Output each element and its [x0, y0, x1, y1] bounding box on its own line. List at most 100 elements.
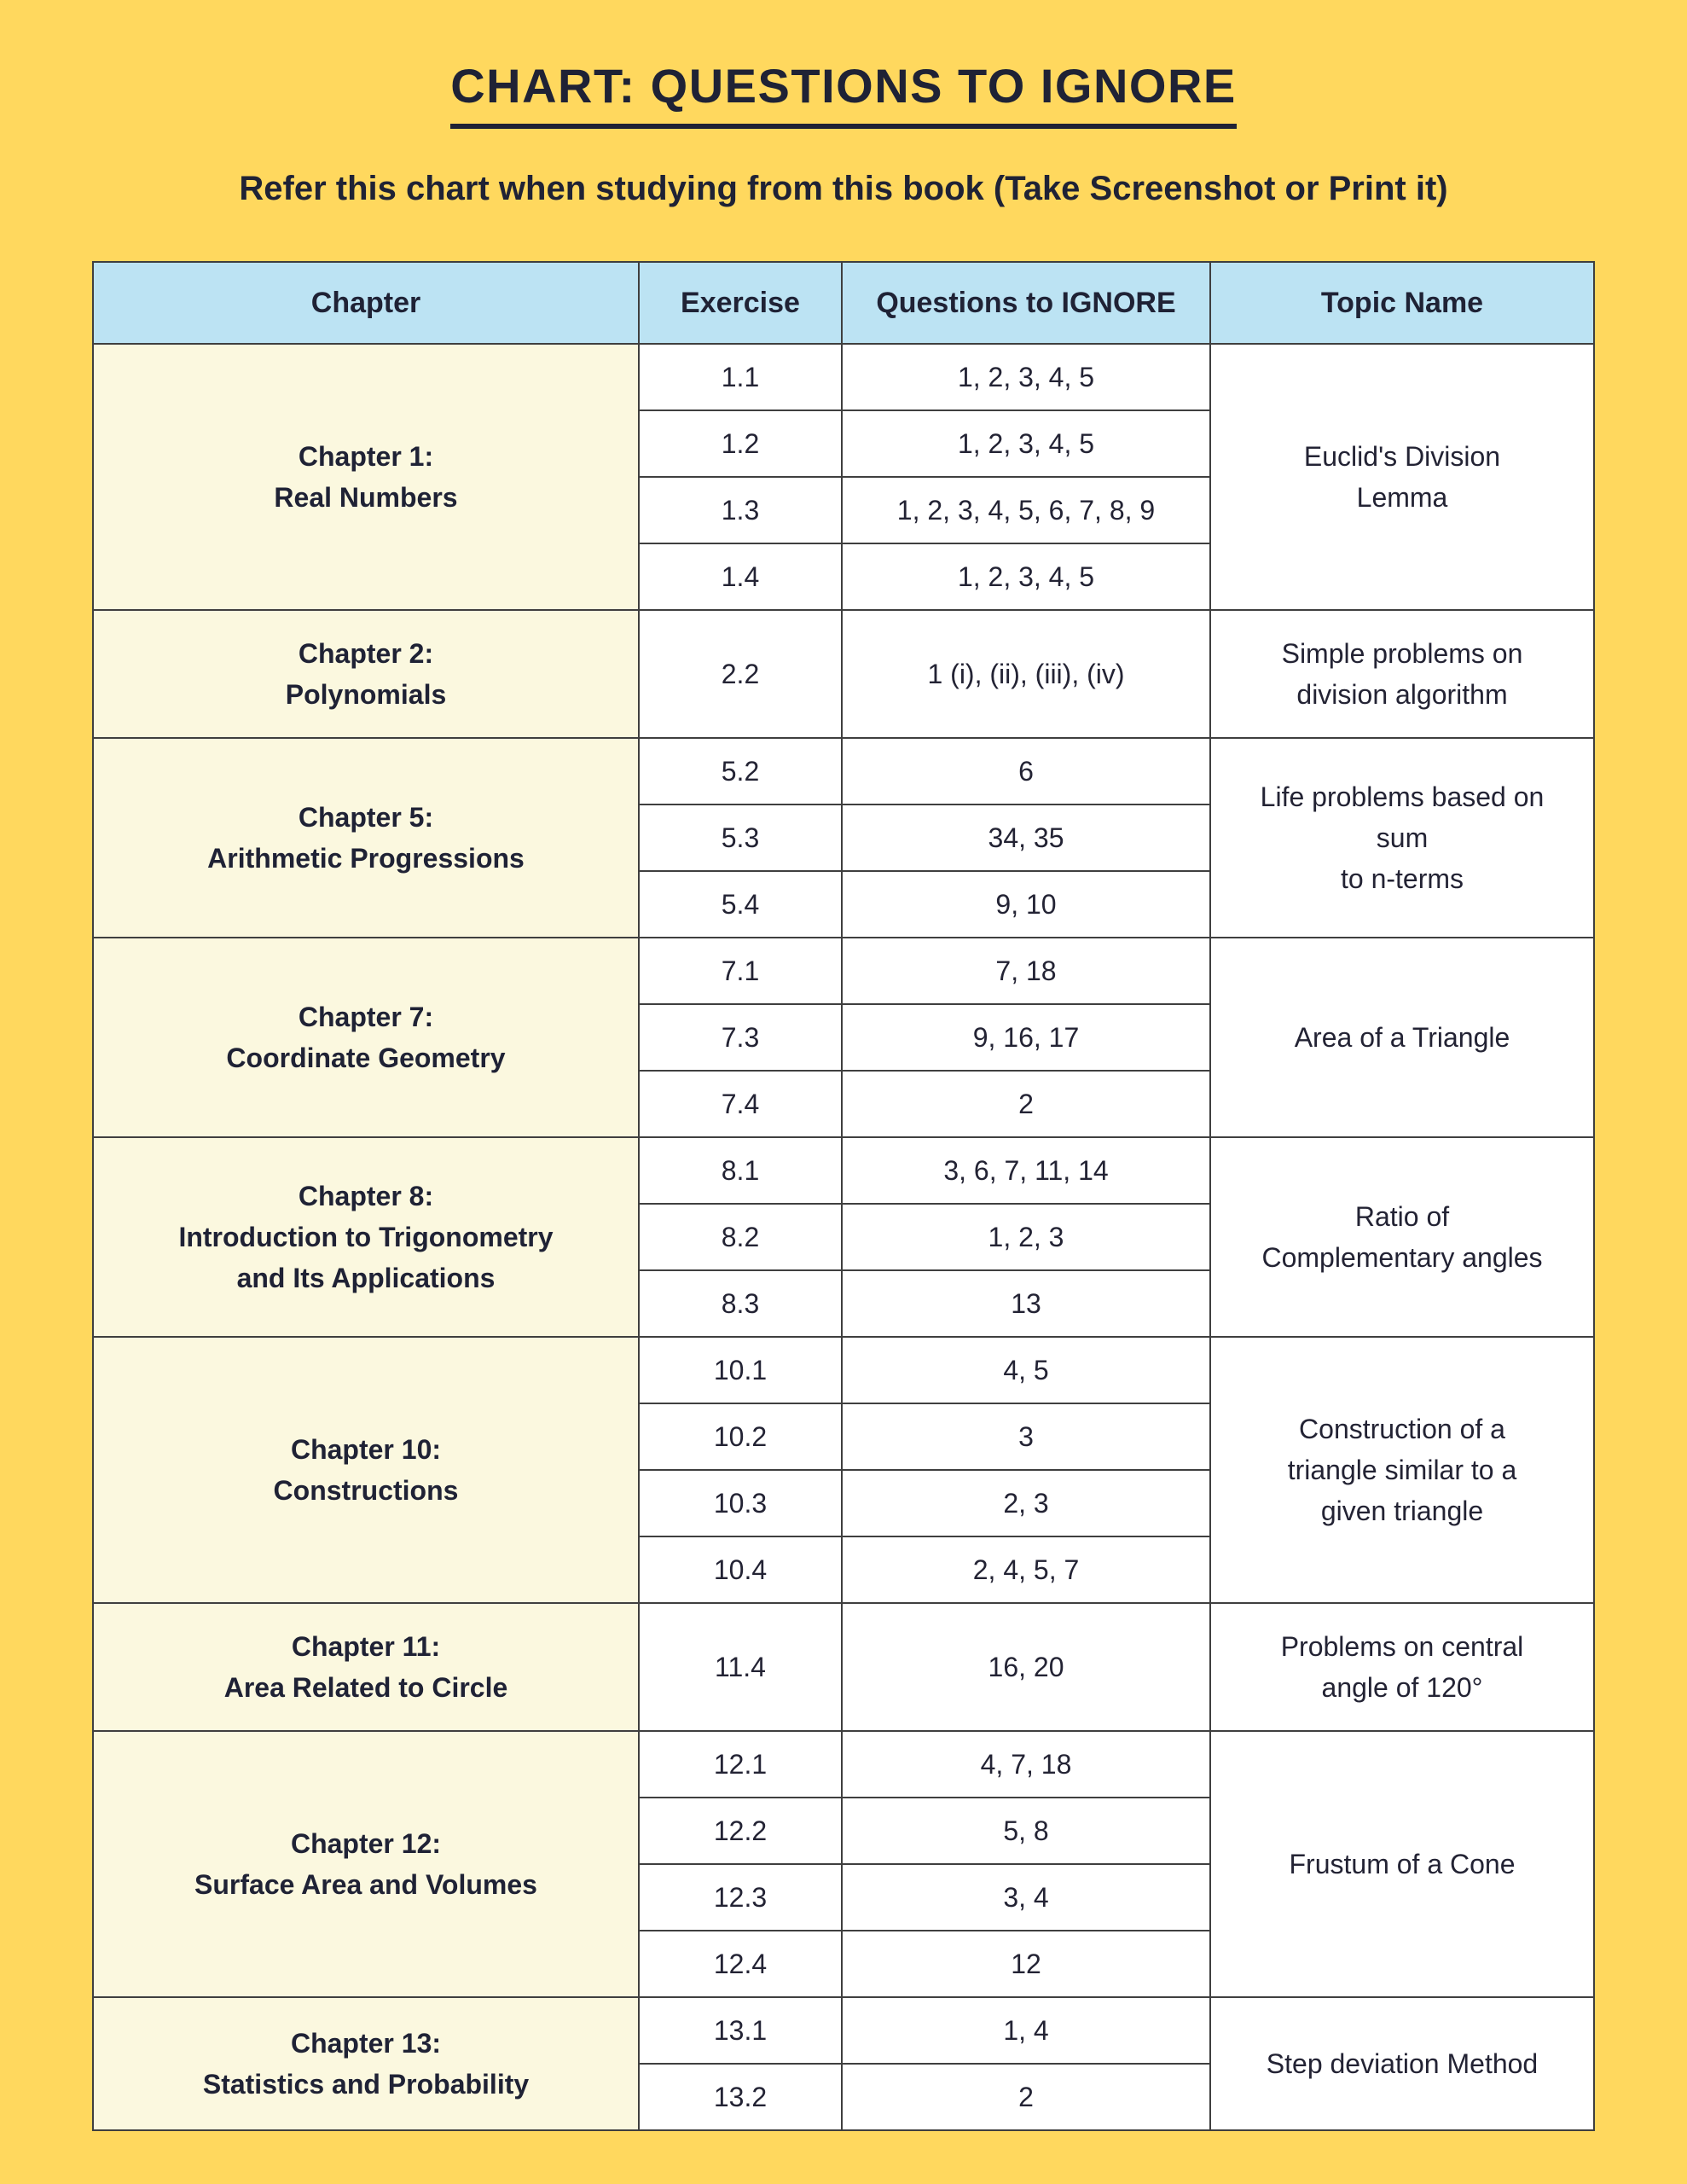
column-header-chapter: Chapter [92, 261, 640, 345]
table-row: Chapter 12: Surface Area and Volumes 12.1… [92, 1730, 1595, 1998]
table-row: 10.4 2, 4, 5, 7 [93, 1536, 1594, 1604]
questions-cell: 12 [841, 1930, 1211, 1998]
questions-cell: 1, 2, 3, 4, 5 [841, 410, 1211, 478]
table-row: 10.2 3 [93, 1403, 1594, 1471]
table-row: 12.3 3, 4 [93, 1863, 1594, 1931]
table-row: Chapter 13: Statistics and Probability 13… [92, 1996, 1595, 2131]
exercise-cell: 12.1 [638, 1730, 843, 1798]
table-row: 5.3 34, 35 [93, 804, 1594, 872]
exercise-cell: 13.1 [638, 1996, 843, 2065]
questions-cell: 7, 18 [841, 937, 1211, 1005]
exercise-cell: 10.3 [638, 1469, 843, 1537]
chapter-cell: Chapter 10: Constructions [92, 1336, 640, 1604]
exercise-cell: 2.2 [638, 609, 843, 739]
column-header-exercise: Exercise [638, 261, 843, 345]
table-row: 1.3 1, 2, 3, 4, 5, 6, 7, 8, 9 [93, 476, 1594, 544]
topic-cell: Step deviation Method [1209, 1996, 1595, 2131]
table-row: 12.4 12 [93, 1930, 1594, 1998]
exercise-cell: 7.4 [638, 1070, 843, 1138]
exercise-cell: 10.4 [638, 1536, 843, 1604]
exercise-cell: 8.3 [638, 1269, 843, 1338]
topic-cell: Life problems based on sum to n-terms [1209, 737, 1595, 938]
questions-to-ignore-table: Chapter Exercise Questions to IGNORE Top… [92, 261, 1595, 2131]
table-row: 7.4 2 [93, 1070, 1594, 1138]
questions-cell: 4, 5 [841, 1336, 1211, 1404]
questions-cell: 34, 35 [841, 804, 1211, 872]
questions-cell: 1, 2, 3, 4, 5 [841, 543, 1211, 611]
questions-cell: 1, 2, 3, 4, 5 [841, 343, 1211, 411]
exercise-cell: 1.4 [638, 543, 843, 611]
page-title: CHART: QUESTIONS TO IGNORE [450, 58, 1237, 129]
table-row: Chapter 2: Polynomials 2.2 1 (i), (ii), (i… [92, 609, 1595, 739]
exercise-cell: 5.4 [638, 870, 843, 938]
chapter-cell: Chapter 2: Polynomials [92, 609, 640, 739]
questions-cell: 1, 2, 3, 4, 5, 6, 7, 8, 9 [841, 476, 1211, 544]
questions-cell: 2, 4, 5, 7 [841, 1536, 1211, 1604]
table-row: Chapter 7: Coordinate Geometry 7.1 7, 18 Ar… [92, 937, 1595, 1138]
topic-cell: Simple problems on division algorithm [1209, 609, 1595, 739]
exercise-cell: 1.2 [638, 410, 843, 478]
exercise-cell: 5.2 [638, 737, 843, 805]
exercise-cell: 12.3 [638, 1863, 843, 1931]
topic-cell: Area of a Triangle [1209, 937, 1595, 1138]
questions-cell: 3, 6, 7, 11, 14 [841, 1136, 1211, 1205]
questions-cell: 3 [841, 1403, 1211, 1471]
table-row: 10.3 2, 3 [93, 1469, 1594, 1537]
table-row: 8.3 13 [93, 1269, 1594, 1338]
chapter-cell: Chapter 1: Real Numbers [92, 343, 640, 611]
topic-cell: Construction of a triangle similar to a … [1209, 1336, 1595, 1604]
table-row: 1.2 1, 2, 3, 4, 5 [93, 410, 1594, 478]
questions-cell: 2, 3 [841, 1469, 1211, 1537]
table-row: 7.3 9, 16, 17 [93, 1003, 1594, 1072]
exercise-cell: 12.2 [638, 1797, 843, 1865]
chapter-cell: Chapter 13: Statistics and Probability [92, 1996, 640, 2131]
table-row: 5.4 9, 10 [93, 870, 1594, 938]
topic-cell: Frustum of a Cone [1209, 1730, 1595, 1998]
questions-cell: 3, 4 [841, 1863, 1211, 1931]
exercise-cell: 8.1 [638, 1136, 843, 1205]
questions-cell: 2 [841, 1070, 1211, 1138]
topic-cell: Ratio of Complementary angles [1209, 1136, 1595, 1338]
questions-cell: 16, 20 [841, 1602, 1211, 1732]
questions-cell: 1, 4 [841, 1996, 1211, 2065]
topic-cell: Euclid's Division Lemma [1209, 343, 1595, 611]
column-header-topic: Topic Name [1209, 261, 1595, 345]
chapter-cell: Chapter 8: Introduction to Trigonometry … [92, 1136, 640, 1338]
exercise-cell: 10.2 [638, 1403, 843, 1471]
questions-cell: 9, 16, 17 [841, 1003, 1211, 1072]
table-row: Chapter 10: Constructions 10.1 4, 5 Constru… [92, 1336, 1595, 1604]
questions-cell: 5, 8 [841, 1797, 1211, 1865]
chapter-cell: Chapter 7: Coordinate Geometry [92, 937, 640, 1138]
table-row: Chapter 5: Arithmetic Progressions 5.2 6 Li… [92, 737, 1595, 938]
questions-cell: 2 [841, 2063, 1211, 2131]
topic-cell: Problems on central angle of 120° [1209, 1602, 1595, 1732]
exercise-cell: 12.4 [638, 1930, 843, 1998]
questions-cell: 6 [841, 737, 1211, 805]
questions-cell: 13 [841, 1269, 1211, 1338]
exercise-cell: 11.4 [638, 1602, 843, 1732]
table-row: Chapter 11: Area Related to Circle 11.4 16… [92, 1602, 1595, 1732]
table-header-row: Chapter Exercise Questions to IGNORE Top… [92, 261, 1595, 345]
exercise-cell: 13.2 [638, 2063, 843, 2131]
questions-cell: 4, 7, 18 [841, 1730, 1211, 1798]
exercise-cell: 1.1 [638, 343, 843, 411]
table-row: 1.4 1, 2, 3, 4, 5 [93, 543, 1594, 611]
exercise-cell: 10.1 [638, 1336, 843, 1404]
exercise-cell: 7.1 [638, 937, 843, 1005]
page-subtitle: Refer this chart when studying from this… [239, 170, 1448, 207]
column-header-questions: Questions to IGNORE [841, 261, 1211, 345]
table-row: 8.2 1, 2, 3 [93, 1203, 1594, 1271]
table-row: Chapter 8: Introduction to Trigonometry … [92, 1136, 1595, 1338]
questions-cell: 1, 2, 3 [841, 1203, 1211, 1271]
chapter-cell: Chapter 12: Surface Area and Volumes [92, 1730, 640, 1998]
table-row: 12.2 5, 8 [93, 1797, 1594, 1865]
table-row: 13.2 2 [93, 2063, 1594, 2131]
chapter-cell: Chapter 5: Arithmetic Progressions [92, 737, 640, 938]
exercise-cell: 8.2 [638, 1203, 843, 1271]
chapter-cell: Chapter 11: Area Related to Circle [92, 1602, 640, 1732]
exercise-cell: 7.3 [638, 1003, 843, 1072]
questions-cell: 1 (i), (ii), (iii), (iv) [841, 609, 1211, 739]
